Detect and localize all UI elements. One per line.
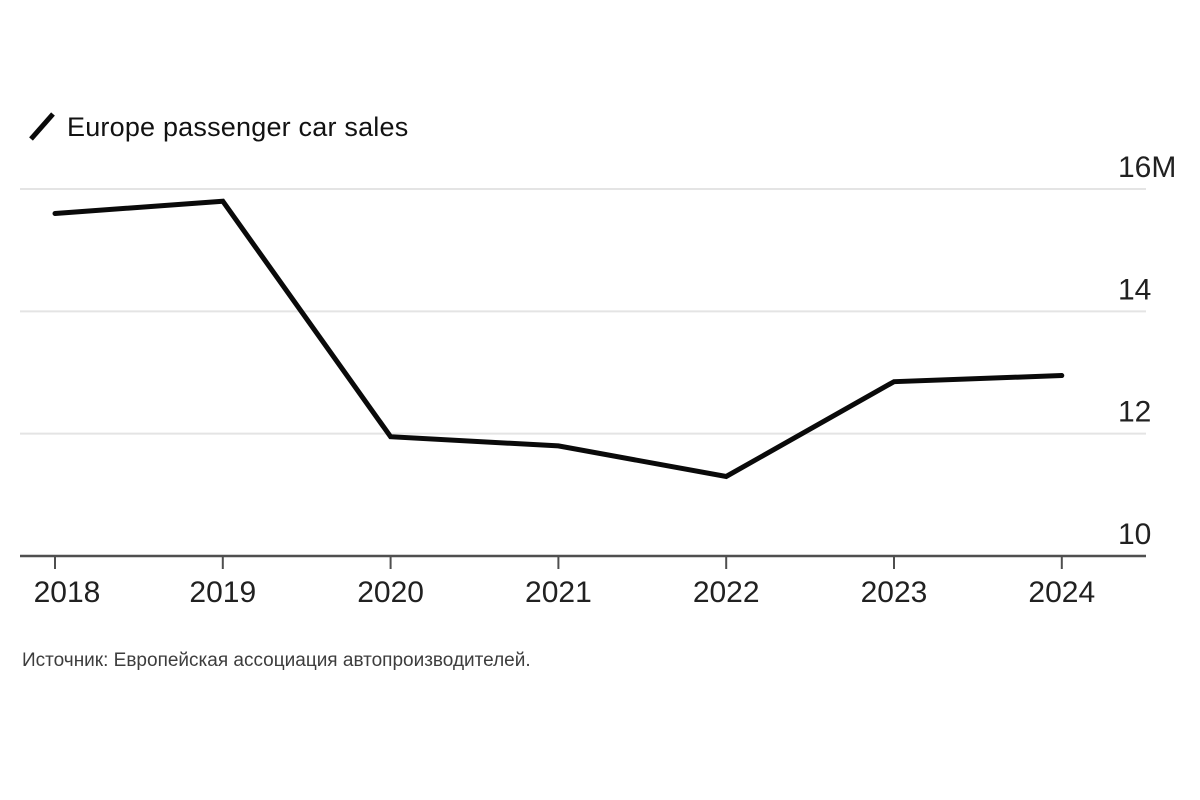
series-line [52,198,1065,480]
x-tick-label: 2024 [1028,576,1095,609]
source-note: Источник: Европейская ассоциация автопро… [22,650,531,671]
line-series-marker-icon [29,112,55,141]
x-tick-label: 2019 [189,576,256,609]
x-tick-label: 2023 [861,576,928,609]
x-tick-label: 2020 [357,576,424,609]
legend: Europe passenger car sales [27,110,408,144]
y-tick-label: 16M [1118,151,1176,184]
y-tick-label: 10 [1118,518,1151,551]
x-tick-label: 2022 [693,576,760,609]
x-tick-label: 2018 [34,576,101,609]
x-tick-label: 2021 [525,576,592,609]
legend-label: Europe passenger car sales [67,112,409,142]
y-tick-label: 14 [1118,273,1151,306]
y-tick-label: 12 [1118,396,1151,429]
